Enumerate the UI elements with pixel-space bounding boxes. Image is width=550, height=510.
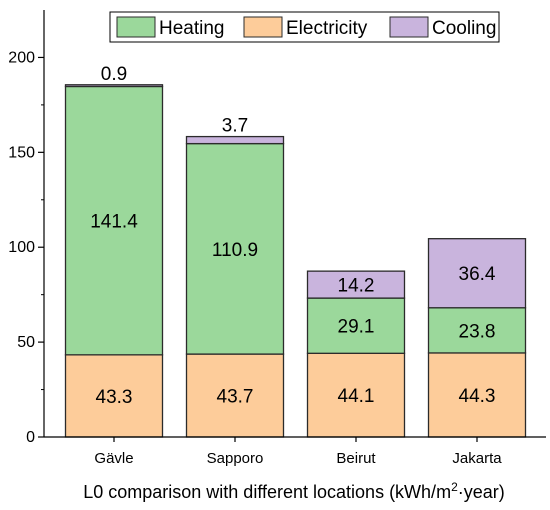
y-tick-label-3: 100 — [8, 239, 35, 256]
x-tick-label-1: Gävle — [94, 450, 133, 467]
legend-label-heating: Heating — [159, 18, 225, 39]
x-tick-label-3: Beirut — [336, 450, 376, 467]
x-axis-title-main: L0 comparison with different locations (… — [83, 482, 451, 502]
bar-heating-1 — [64, 85, 164, 356]
data-label-electricity-4: 44.3 — [459, 386, 496, 407]
legend-swatch-cooling — [389, 16, 429, 38]
bar-cooling-3 — [306, 270, 406, 299]
x-tick-label-4: Jakarta — [452, 450, 502, 467]
y-tick-label-5: 200 — [8, 49, 35, 66]
data-label-cooling-3: 14.2 — [338, 276, 375, 297]
data-label-electricity-1: 43.3 — [96, 387, 133, 408]
legend-label-cooling: Cooling — [432, 18, 496, 39]
data-label-heating-2: 110.9 — [212, 240, 258, 261]
bar-heating-2 — [185, 142, 285, 355]
bar-cooling-4 — [427, 238, 527, 309]
y-tick-label-4: 150 — [8, 144, 35, 161]
legend-swatch-electricity — [243, 16, 283, 38]
legend: Heating Electricity Cooling — [109, 11, 500, 43]
x-axis-title: L0 comparison with different locations (… — [83, 480, 505, 502]
legend-swatch-heating — [116, 16, 156, 38]
y-tick-label-2: 50 — [17, 334, 35, 351]
y-tick-label-1: 0 — [26, 429, 35, 446]
bars-layer — [64, 84, 527, 438]
data-label-electricity-2: 43.7 — [217, 387, 254, 408]
data-label-cooling-1: 0.9 — [101, 64, 127, 85]
legend-box — [109, 11, 500, 43]
data-label-electricity-3: 44.1 — [338, 386, 375, 407]
bar-electricity-4 — [427, 352, 527, 438]
bar-heating-3 — [306, 297, 406, 354]
bar-cooling-2 — [185, 135, 285, 145]
data-label-heating-4: 23.8 — [459, 321, 496, 342]
data-labels-layer: 43.3 141.4 0.9 43.7 110.9 3.7 44.1 29.1 14.2 44.3… — [90, 64, 496, 408]
data-label-heating-1: 141.4 — [90, 212, 138, 233]
bar-cooling-1 — [64, 84, 164, 88]
data-label-cooling-4: 36.4 — [459, 264, 496, 285]
legend-label-electricity: Electricity — [286, 18, 368, 39]
bar-heating-4 — [427, 307, 527, 354]
x-axis-title-sup: 2 — [451, 480, 458, 494]
bar-electricity-1 — [64, 354, 164, 438]
data-label-heating-3: 29.1 — [338, 317, 375, 338]
data-label-cooling-2: 3.7 — [222, 116, 248, 137]
x-tick-label-2: Sapporo — [207, 450, 264, 467]
axes-layer: Gävle Sapporo Beirut Jakarta 0 50 100 150 200 — [8, 10, 546, 467]
x-axis-title-tail: ·year) — [458, 482, 505, 502]
